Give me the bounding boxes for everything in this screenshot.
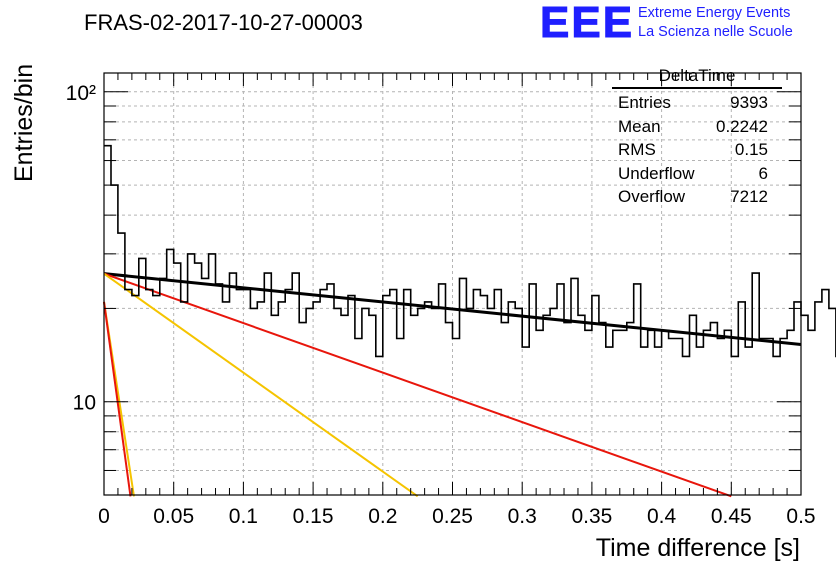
- stats-divider: [612, 87, 782, 89]
- total-fit-line: [103, 272, 802, 346]
- histogram-step-line: [104, 144, 836, 358]
- stats-row-overflow: Overflow 7212: [612, 185, 782, 209]
- stats-value: 9393: [730, 93, 768, 112]
- x-tick-label: 0: [98, 505, 110, 528]
- fit-curves: [103, 272, 802, 498]
- stats-row-rms: RMS 0.15: [612, 138, 782, 162]
- stats-value: 7212: [730, 187, 768, 206]
- x-tick-label: 0.2: [368, 505, 397, 528]
- x-tick-label: 0.1: [229, 505, 258, 528]
- x-tick-label: 0.4: [647, 505, 677, 528]
- y-axis-label: Entries/bin: [10, 63, 38, 182]
- plot-frame: [103, 72, 802, 496]
- fit-component-line: [103, 301, 132, 497]
- stats-row-mean: Mean 0.2242: [612, 115, 782, 139]
- axes: 0 0.05 0.1 0.15 0.2 0.25 0.3 0.35 0.4 0.45 0.5 10 10…: [66, 72, 816, 528]
- stats-box: DeltaTime Entries 9393 Mean 0.2242 RMS 0…: [612, 66, 782, 209]
- stats-title: DeltaTime: [658, 66, 736, 85]
- fit-component-line: [103, 272, 732, 498]
- logo-subtitle-line1: Extreme Energy Events: [638, 5, 791, 21]
- stats-row-underflow: Underflow 6: [612, 162, 782, 186]
- stats-value: 6: [758, 163, 768, 183]
- stats-label: Entries: [618, 93, 671, 112]
- y-tick-label: 10²: [66, 82, 96, 105]
- x-tick-label: 0.05: [153, 505, 194, 528]
- stats-value: 0.2242: [716, 116, 768, 136]
- eee-logo: EEE Extreme Energy Events La Scienza nel…: [539, 0, 830, 48]
- x-tick-label: 0.3: [508, 505, 537, 528]
- grid-lines: [104, 73, 801, 496]
- y-axis-label-box: Entries/bin: [8, 64, 38, 184]
- fit-component-line: [103, 272, 419, 498]
- x-tick-label: 0.25: [432, 505, 473, 528]
- stats-value: 0.15: [734, 140, 768, 159]
- x-tick-label: 0.15: [293, 505, 334, 528]
- stats-label: Underflow: [618, 163, 695, 183]
- run-title: FRAS-02-2017-10-27-00003: [84, 10, 363, 35]
- x-axis-label: Time difference [s]: [595, 534, 800, 562]
- x-tick-label: 0.5: [786, 505, 815, 528]
- stats-label: Overflow: [618, 187, 686, 206]
- stats-row-entries: Entries 9393: [612, 91, 782, 115]
- histogram-series: [104, 144, 836, 358]
- eee-logo-mark: EEE: [539, 0, 635, 48]
- y-tick-label: 10: [73, 392, 96, 415]
- logo-subtitle-line2: La Scienza nelle Scuole: [638, 24, 793, 40]
- stats-label: Mean: [618, 116, 661, 136]
- stats-label: RMS: [618, 140, 656, 159]
- x-tick-label: 0.35: [571, 505, 612, 528]
- x-tick-label: 0.45: [711, 505, 752, 528]
